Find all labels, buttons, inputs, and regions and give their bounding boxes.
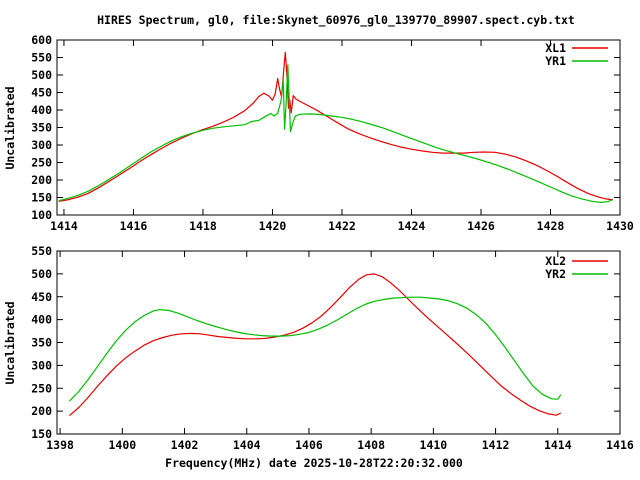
y-tick-label: 550 <box>31 244 52 258</box>
x-tick-label: 1420 <box>259 219 287 233</box>
y-tick-label: 350 <box>31 121 52 135</box>
y-tick-label: 100 <box>31 208 52 222</box>
y-tick-label: 450 <box>31 86 52 100</box>
y-tick-label: 200 <box>31 173 52 187</box>
top-plot-area: 1414 1416 1418 1420 1422 1424 1426 1428 1430 100 1… <box>31 33 634 233</box>
x-tick-label: 1430 <box>606 219 634 233</box>
top-y-axis-label: Uncalibrated <box>3 86 17 169</box>
y-tick-label: 550 <box>31 51 52 65</box>
y-tick-label: 500 <box>31 267 52 281</box>
y-tick-label: 300 <box>31 358 52 372</box>
x-tick-label: 1412 <box>482 438 510 452</box>
y-tick-label: 500 <box>31 68 52 82</box>
legend-label-yr2: YR2 <box>545 267 566 281</box>
series-line-xl1 <box>58 51 614 202</box>
plot-frame <box>56 39 621 216</box>
legend-label-xl2: XL2 <box>545 254 566 268</box>
y-tick-label: 300 <box>31 138 52 152</box>
series-line-yr2 <box>68 296 562 402</box>
x-tick-label: 1404 <box>233 438 261 452</box>
series-line-yr1 <box>58 64 614 203</box>
x-tick-label: 1406 <box>295 438 323 452</box>
x-tick-label: 1398 <box>46 438 74 452</box>
y-tick-label: 150 <box>31 191 52 205</box>
bottom-plot-area: 1398 1400 1402 1404 1406 1408 1410 1412 1414 1416… <box>31 244 634 452</box>
y-tick-label: 200 <box>31 404 52 418</box>
x-tick-label: 1424 <box>398 219 426 233</box>
y-tick-label: 450 <box>31 290 52 304</box>
x-tick-label: 1418 <box>189 219 217 233</box>
bottom-y-axis-label: Uncalibrated <box>3 301 17 384</box>
x-tick-label: 1416 <box>606 438 634 452</box>
x-tick-label: 1410 <box>420 438 448 452</box>
legend-label-xl1: XL1 <box>545 41 566 55</box>
x-tick-label: 1422 <box>328 219 356 233</box>
y-tick-label: 250 <box>31 156 52 170</box>
x-axis-label: Frequency(MHz) date 2025-10-28T22:20:32.… <box>165 456 463 470</box>
series-line-xl2 <box>69 273 562 417</box>
y-tick-label: 250 <box>31 381 52 395</box>
x-tick-label: 1416 <box>120 219 148 233</box>
y-tick-label: 350 <box>31 336 52 350</box>
x-tick-label: 1428 <box>537 219 565 233</box>
y-tick-label: 400 <box>31 103 52 117</box>
x-tick-label: 1414 <box>544 438 572 452</box>
y-tick-label: 400 <box>31 313 52 327</box>
x-tick-label: 1414 <box>50 219 78 233</box>
x-tick-label: 1400 <box>108 438 136 452</box>
x-tick-label: 1408 <box>357 438 385 452</box>
y-tick-label: 150 <box>31 427 52 441</box>
x-tick-label: 1426 <box>467 219 495 233</box>
y-tick-label: 600 <box>31 33 52 47</box>
legend-label-yr1: YR1 <box>545 54 566 68</box>
plot-frame <box>56 250 621 435</box>
x-tick-label: 1402 <box>171 438 199 452</box>
chart-title: HIRES Spectrum, gl0, file:Skynet_60976_g… <box>97 13 575 28</box>
